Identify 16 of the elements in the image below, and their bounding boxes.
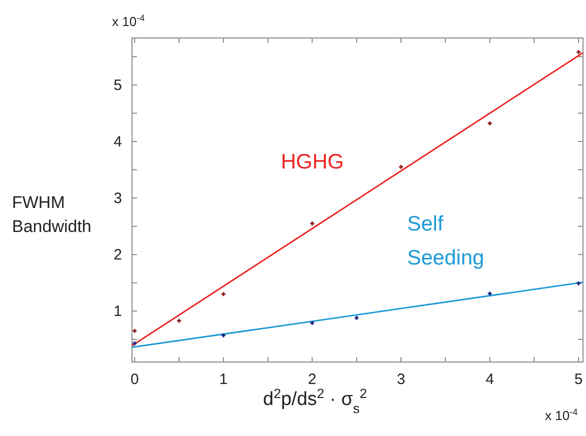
y-tick-label: 1 [114, 303, 122, 320]
x-tick-label: 4 [486, 371, 494, 388]
y-tick-label: 4 [114, 133, 122, 150]
text: x 10$^{-4}$ [545, 407, 578, 423]
y-tick-label: 5 [114, 76, 122, 94]
x-tick-label: 2 [308, 371, 316, 388]
text: x 10$^{-4}$ [112, 13, 145, 29]
x-tick-label: 0 [130, 371, 139, 388]
x-tick-label: 5 [574, 371, 583, 388]
y-axis-title: FWHM Bandwidth [12, 193, 92, 236]
x-tick-label: 1 [219, 371, 228, 388]
series-label: Self Seeding [407, 212, 484, 270]
y-tick-label: 3 [114, 190, 122, 208]
x-tick-label: 3 [396, 371, 406, 388]
series-label: HGHG [280, 150, 344, 174]
y-tick-label: 2 [114, 246, 122, 264]
